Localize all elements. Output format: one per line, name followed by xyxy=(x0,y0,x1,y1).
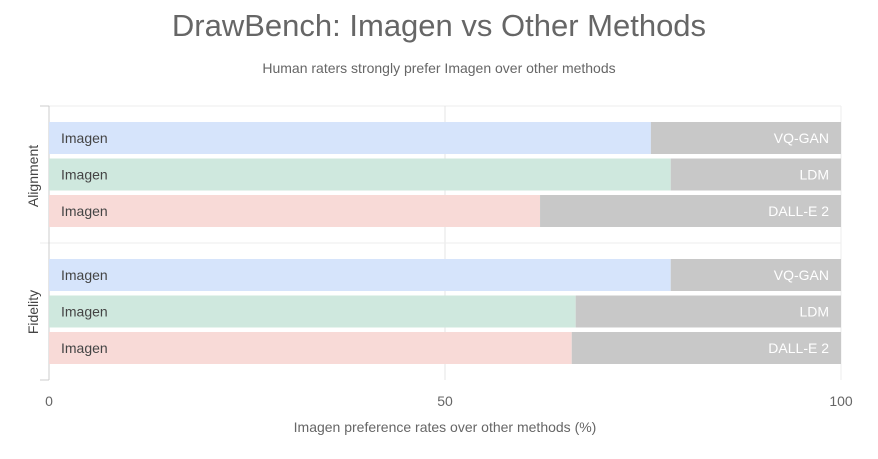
x-tick-label: 100 xyxy=(829,393,853,409)
group-label: Fidelity xyxy=(25,290,41,334)
imagen-bar-label: Imagen xyxy=(61,340,108,356)
group-label: Alignment xyxy=(25,145,41,207)
imagen-bar-label: Imagen xyxy=(61,203,108,219)
chart-title: DrawBench: Imagen vs Other Methods xyxy=(171,8,707,43)
competitor-bar xyxy=(670,158,841,191)
imagen-bar xyxy=(49,259,671,291)
competitor-bar-label: VQ-GAN xyxy=(774,267,829,283)
imagen-bar xyxy=(49,158,671,191)
competitor-bar-label: LDM xyxy=(799,167,829,183)
imagen-bar-label: Imagen xyxy=(61,167,108,183)
x-axis-title: Imagen preference rates over other metho… xyxy=(294,419,597,435)
imagen-bar xyxy=(49,332,572,364)
x-tick-label: 50 xyxy=(437,393,453,409)
imagen-bar xyxy=(49,295,576,328)
chart-subtitle: Human raters strongly prefer Imagen over… xyxy=(262,60,616,76)
competitor-bar xyxy=(571,332,841,364)
competitor-bar xyxy=(540,195,841,227)
imagen-bar xyxy=(49,195,541,227)
competitor-bar xyxy=(650,122,841,154)
competitor-bar xyxy=(575,295,841,328)
imagen-bar-label: Imagen xyxy=(61,267,108,283)
imagen-bar-label: Imagen xyxy=(61,130,108,146)
imagen-bar xyxy=(49,122,651,154)
competitor-bar-label: LDM xyxy=(799,304,829,320)
competitor-bar-label: VQ-GAN xyxy=(774,130,829,146)
competitor-bar-label: DALL-E 2 xyxy=(768,203,829,219)
competitor-bar-label: DALL-E 2 xyxy=(768,340,829,356)
competitor-bar xyxy=(670,259,841,291)
imagen-bar-label: Imagen xyxy=(61,304,108,320)
x-tick-label: 0 xyxy=(45,393,53,409)
